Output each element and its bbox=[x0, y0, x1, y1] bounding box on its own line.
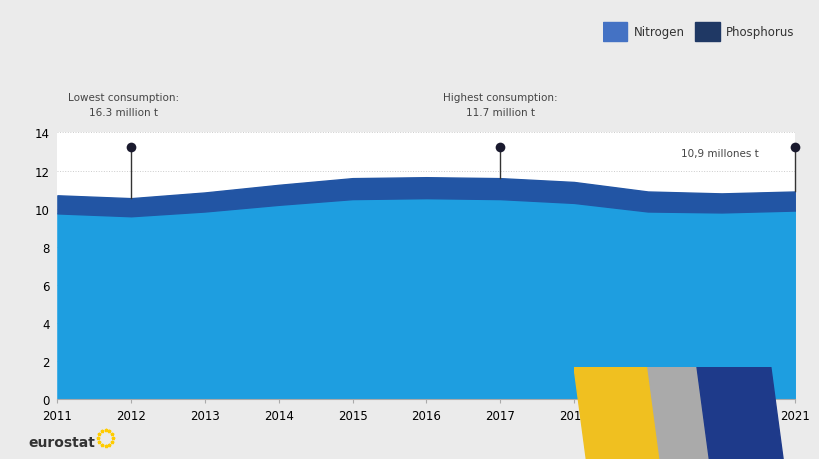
Polygon shape bbox=[696, 367, 782, 459]
Text: 16.3 million t: 16.3 million t bbox=[89, 108, 158, 118]
Bar bbox=[602, 23, 627, 42]
Polygon shape bbox=[647, 367, 708, 459]
Text: Phosphorus: Phosphorus bbox=[725, 26, 794, 39]
Text: eurostat: eurostat bbox=[29, 435, 96, 448]
Text: 10,9 millones t: 10,9 millones t bbox=[680, 149, 758, 159]
Text: 11.7 million t: 11.7 million t bbox=[465, 108, 534, 118]
Text: Lowest consumption:: Lowest consumption: bbox=[68, 93, 179, 103]
Text: Highest consumption:: Highest consumption: bbox=[442, 93, 557, 103]
Bar bbox=[695, 23, 719, 42]
Polygon shape bbox=[573, 367, 659, 459]
Text: Nitrogen: Nitrogen bbox=[633, 26, 684, 39]
